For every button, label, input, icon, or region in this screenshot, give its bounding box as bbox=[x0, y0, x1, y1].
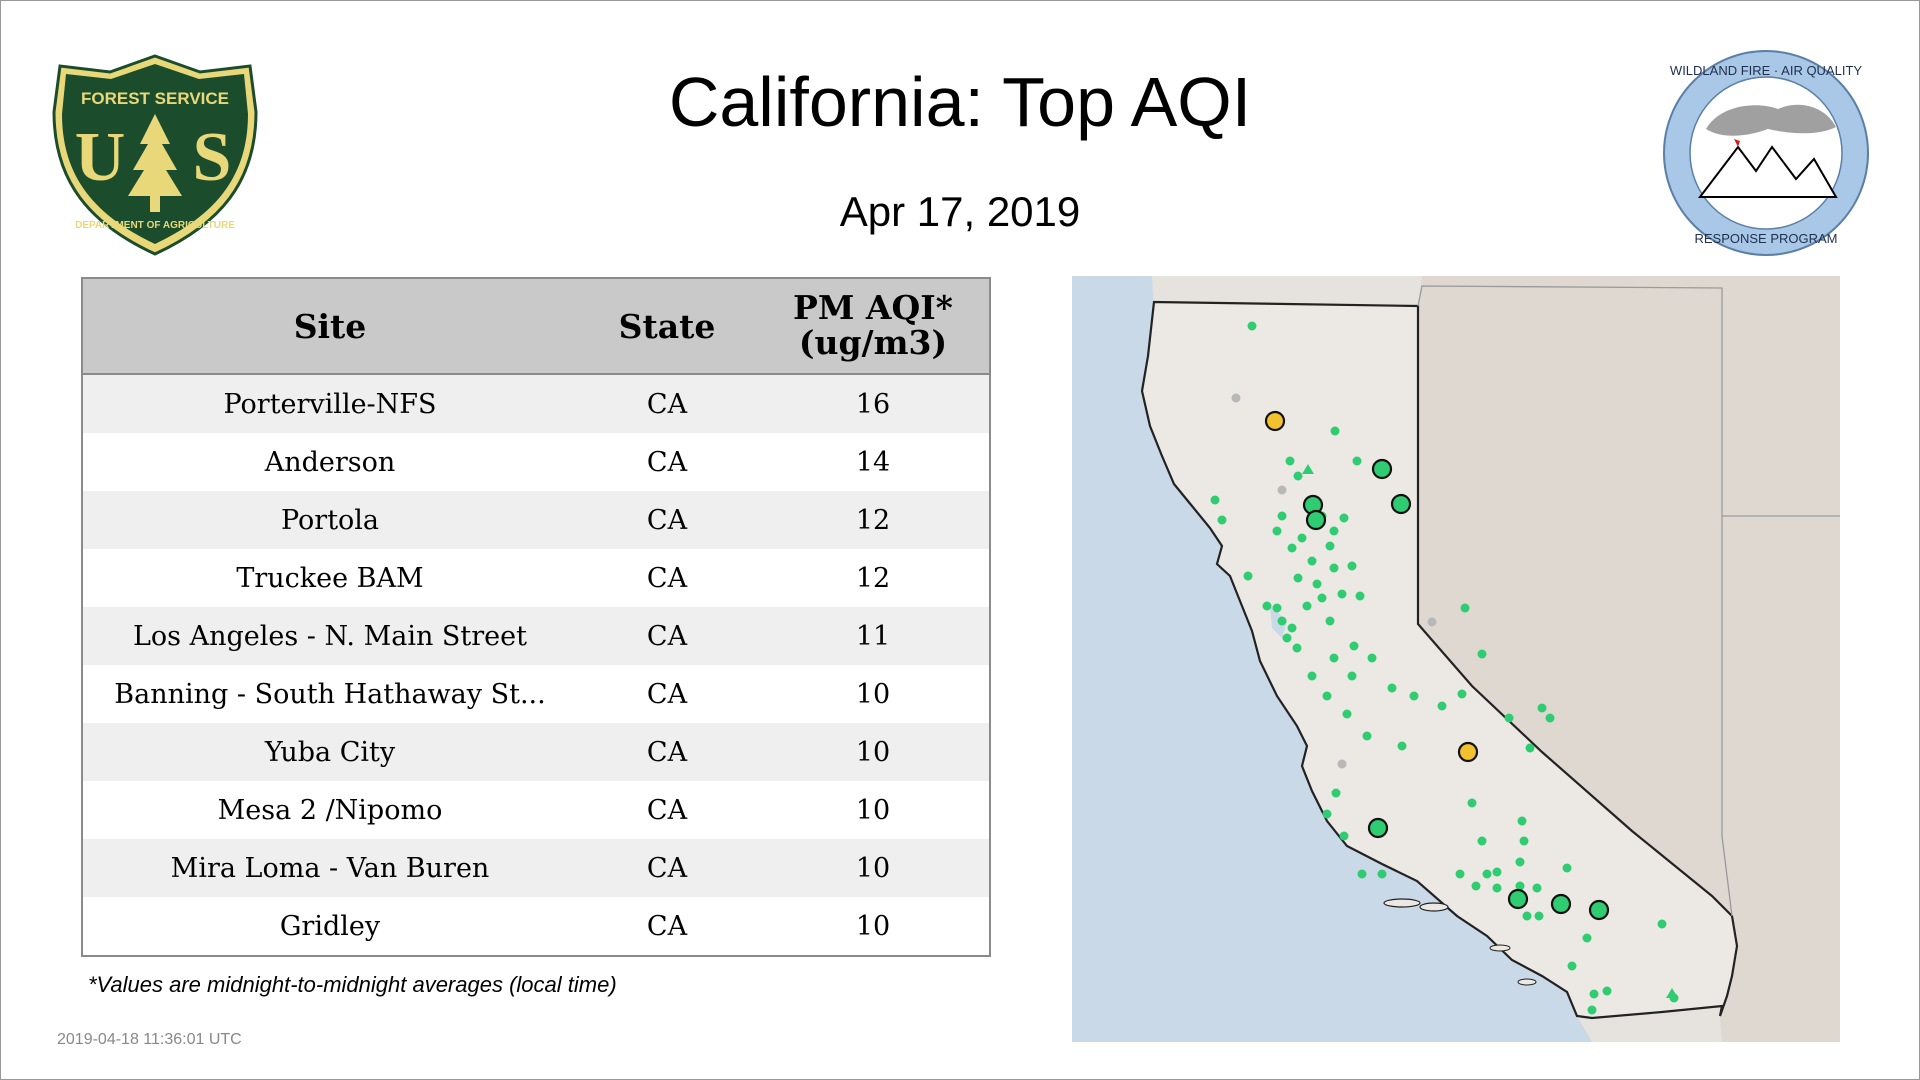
generated-timestamp: 2019-04-18 11:36:01 UTC bbox=[57, 1031, 242, 1048]
marker-good bbox=[1305, 509, 1327, 531]
monitor-triangle bbox=[1302, 464, 1314, 474]
aqi-cell: 16 bbox=[757, 374, 990, 433]
wildland-logo-text-top: WILDLAND FIRE · AIR QUALITY bbox=[1670, 63, 1862, 78]
report-date: Apr 17, 2019 bbox=[839, 188, 1081, 235]
california-border bbox=[1140, 300, 1739, 1020]
state-cell: CA bbox=[577, 433, 757, 491]
top-site-markers bbox=[1264, 410, 1610, 921]
wildland-logo-text-bottom: RESPONSE PROGRAM bbox=[1694, 231, 1837, 246]
site-cell: Banning - South Hathaway St... bbox=[82, 665, 577, 723]
marker-good bbox=[1390, 493, 1412, 515]
top-aqi-table: Site State PM AQI* (ug/m3) Porterville-N… bbox=[81, 277, 991, 957]
footnote: *Values are midnight-to-midnight average… bbox=[88, 972, 617, 997]
site-cell: Truckee BAM bbox=[82, 549, 577, 607]
aqi-cell: 10 bbox=[757, 897, 990, 956]
marker-good bbox=[1371, 458, 1393, 480]
aqi-cell: 10 bbox=[757, 839, 990, 897]
aqi-cell: 10 bbox=[757, 723, 990, 781]
table-row: Mira Loma - Van Buren CA 10 bbox=[82, 839, 990, 897]
aqi-cell: 10 bbox=[757, 781, 990, 839]
header-pm-aqi: PM AQI* (ug/m3) bbox=[757, 278, 990, 375]
table-row: Mesa 2 /Nipomo CA 10 bbox=[82, 781, 990, 839]
site-cell: Mesa 2 /Nipomo bbox=[82, 781, 577, 839]
logo-text-top: FOREST SERVICE bbox=[81, 89, 229, 108]
no-data-dots bbox=[1231, 393, 1437, 769]
table-row: Porterville-NFS CA 16 bbox=[82, 374, 990, 433]
table-row: Los Angeles - N. Main Street CA 11 bbox=[82, 607, 990, 665]
small-monitor-dots bbox=[1210, 321, 1679, 1015]
marker-good bbox=[1550, 893, 1572, 915]
page-title: California: Top AQI bbox=[668, 63, 1252, 141]
state-cell: CA bbox=[577, 549, 757, 607]
marker-good bbox=[1507, 888, 1529, 910]
marker-good bbox=[1367, 817, 1389, 839]
aqi-cell: 12 bbox=[757, 549, 990, 607]
state-cell: CA bbox=[577, 897, 757, 956]
header-pm-aqi-line2: (ug/m3) bbox=[798, 323, 948, 362]
header-state: State bbox=[577, 278, 757, 375]
logo-text-bottom: DEPARTMENT OF AGRICULTURE bbox=[75, 220, 235, 231]
svg-text:S: S bbox=[193, 119, 232, 196]
oregon-nevada-line bbox=[1417, 285, 1840, 517]
state-cell: CA bbox=[577, 839, 757, 897]
state-cell: CA bbox=[577, 491, 757, 549]
table-header-row: Site State PM AQI* (ug/m3) bbox=[82, 278, 990, 375]
state-cell: CA bbox=[577, 607, 757, 665]
site-cell: Los Angeles - N. Main Street bbox=[82, 607, 577, 665]
monitor-triangle bbox=[1666, 988, 1678, 998]
state-cell: CA bbox=[577, 374, 757, 433]
site-cell: Mira Loma - Van Buren bbox=[82, 839, 577, 897]
header-pm-aqi-line1: PM AQI* bbox=[793, 288, 953, 328]
state-cell: CA bbox=[577, 665, 757, 723]
california-aqi-map bbox=[1072, 276, 1840, 1042]
state-cell: CA bbox=[577, 781, 757, 839]
header-site: Site bbox=[82, 278, 577, 375]
table-row: Truckee BAM CA 12 bbox=[82, 549, 990, 607]
table-row: Yuba City CA 10 bbox=[82, 723, 990, 781]
marker-good bbox=[1588, 899, 1610, 921]
site-cell: Porterville-NFS bbox=[82, 374, 577, 433]
aqi-cell: 14 bbox=[757, 433, 990, 491]
site-cell: Anderson bbox=[82, 433, 577, 491]
aqi-cell: 11 bbox=[757, 607, 990, 665]
table-row: Anderson CA 14 bbox=[82, 433, 990, 491]
forest-service-logo: FOREST SERVICE U S DEPARTMENT OF AGRICUL… bbox=[52, 54, 258, 256]
site-cell: Portola bbox=[82, 491, 577, 549]
nevada-arizona-line bbox=[1721, 516, 1733, 917]
state-cell: CA bbox=[577, 723, 757, 781]
svg-text:U: U bbox=[75, 119, 126, 196]
aqi-cell: 12 bbox=[757, 491, 990, 549]
table-row: Gridley CA 10 bbox=[82, 897, 990, 956]
marker-moderate bbox=[1457, 741, 1479, 763]
table-row: Portola CA 12 bbox=[82, 491, 990, 549]
map-nevada-oregon bbox=[1152, 276, 1840, 1042]
site-cell: Yuba City bbox=[82, 723, 577, 781]
site-cell: Gridley bbox=[82, 897, 577, 956]
table-row: Banning - South Hathaway St... CA 10 bbox=[82, 665, 990, 723]
wildland-fire-logo: WILDLAND FIRE · AIR QUALITY RESPONSE PRO… bbox=[1663, 50, 1869, 256]
marker-moderate bbox=[1264, 410, 1286, 432]
aqi-cell: 10 bbox=[757, 665, 990, 723]
